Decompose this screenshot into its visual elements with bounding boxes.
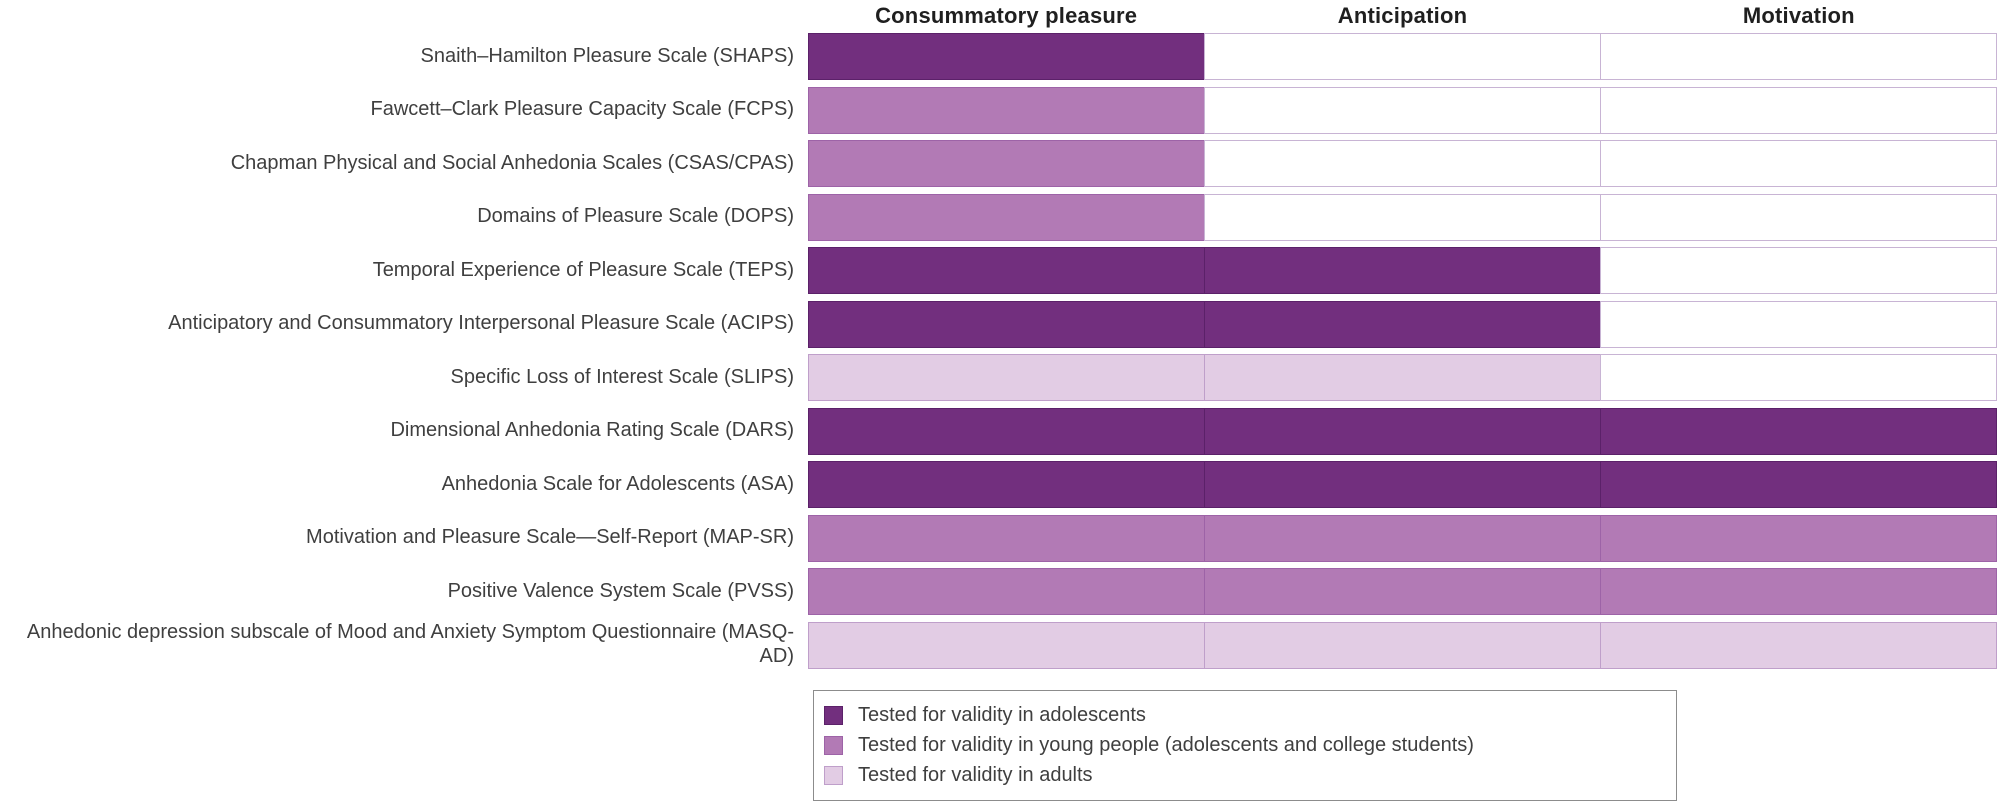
table-row: Chapman Physical and Social Anhedonia Sc… — [0, 140, 1997, 187]
matrix-cell-consummatory — [808, 33, 1206, 80]
column-header-motivation: Motivation — [1742, 3, 1855, 28]
row-label: Motivation and Pleasure Scale—Self-Repor… — [306, 526, 794, 549]
column-header-anticipation: Anticipation — [1337, 3, 1468, 28]
matrix-cell-consummatory — [808, 193, 1206, 241]
matrix-cell-consummatory — [808, 461, 1206, 508]
table-row: Fawcett–Clark Pleasure Capacity Scale (F… — [0, 86, 1997, 134]
row-track — [808, 300, 1997, 348]
legend-swatch-young-people-icon — [824, 736, 843, 755]
matrix-cell-consummatory — [808, 247, 1206, 294]
row-label: Anhedonic depression subscale of Mood an… — [26, 621, 794, 667]
table-row: Anhedonic depression subscale of Mood an… — [0, 621, 1997, 669]
matrix-cell-motivation — [1599, 300, 1997, 348]
legend-item-adolescents: Tested for validity in adolescents — [824, 704, 1676, 727]
table-row: Temporal Experience of Pleasure Scale (T… — [0, 247, 1997, 294]
table-row: Motivation and Pleasure Scale—Self-Repor… — [0, 514, 1997, 562]
table-row: Snaith–Hamilton Pleasure Scale (SHAPS) — [0, 33, 1997, 80]
matrix-cell-motivation — [1599, 33, 1997, 80]
row-track — [808, 354, 1997, 401]
row-track — [808, 514, 1997, 562]
matrix-cell-consummatory — [808, 354, 1206, 401]
table-row: Domains of Pleasure Scale (DOPS) — [0, 193, 1997, 241]
matrix-cell-anticipation — [1203, 86, 1602, 134]
matrix-cell-motivation — [1599, 407, 1997, 455]
matrix-cell-consummatory — [808, 300, 1206, 348]
matrix-cell-motivation — [1599, 514, 1997, 562]
matrix-cell-motivation — [1599, 86, 1997, 134]
table-row: Positive Valence System Scale (PVSS) — [0, 568, 1997, 615]
matrix-cell-anticipation — [1203, 514, 1602, 562]
matrix-cell-consummatory — [808, 514, 1206, 562]
matrix-cell-anticipation — [1203, 33, 1602, 80]
row-track — [808, 193, 1997, 241]
matrix-cell-anticipation — [1203, 621, 1602, 669]
row-label: Specific Loss of Interest Scale (SLIPS) — [450, 365, 795, 388]
legend-item-adults: Tested for validity in adults — [824, 764, 1676, 787]
matrix-cell-consummatory — [808, 407, 1206, 455]
matrix-cell-anticipation — [1203, 140, 1602, 187]
column-headers: Consummatory pleasure Anticipation Motiv… — [808, 3, 1997, 29]
matrix-cell-motivation — [1599, 193, 1997, 241]
row-label: Chapman Physical and Social Anhedonia Sc… — [230, 151, 794, 174]
matrix-cell-consummatory — [808, 621, 1206, 669]
matrix-cell-motivation — [1599, 568, 1997, 615]
row-label: Dimensional Anhedonia Rating Scale (DARS… — [390, 419, 794, 442]
row-label: Domains of Pleasure Scale (DOPS) — [477, 205, 794, 228]
matrix-cell-consummatory — [808, 568, 1206, 615]
matrix-cell-motivation — [1599, 461, 1997, 508]
legend: Tested for validity in adolescents Teste… — [813, 690, 1677, 801]
matrix-cell-anticipation — [1203, 568, 1602, 615]
row-label: Anhedonia Scale for Adolescents (ASA) — [441, 472, 794, 495]
matrix-rows: Snaith–Hamilton Pleasure Scale (SHAPS) Fa… — [0, 33, 1997, 669]
row-label: Snaith–Hamilton Pleasure Scale (SHAPS) — [420, 44, 794, 67]
row-track — [808, 33, 1997, 80]
row-track — [808, 247, 1997, 294]
table-row: Anhedonia Scale for Adolescents (ASA) — [0, 461, 1997, 508]
table-row: Anticipatory and Consummatory Interperso… — [0, 300, 1997, 348]
legend-item-label: Tested for validity in adults — [858, 764, 1093, 786]
row-track — [808, 621, 1997, 669]
matrix-cell-anticipation — [1203, 407, 1602, 455]
row-label: Anticipatory and Consummatory Interperso… — [168, 312, 794, 335]
column-header-consummatory-pleasure: Consummatory pleasure — [875, 3, 1138, 28]
legend-swatch-adolescents-icon — [824, 706, 843, 725]
legend-item-label: Tested for validity in young people (ado… — [858, 734, 1474, 756]
row-label: Temporal Experience of Pleasure Scale (T… — [372, 258, 794, 281]
legend-item-label: Tested for validity in adolescents — [858, 704, 1146, 726]
row-track — [808, 568, 1997, 615]
matrix-cell-motivation — [1599, 354, 1997, 401]
matrix-cell-anticipation — [1203, 193, 1602, 241]
legend-swatch-adults-icon — [824, 766, 843, 785]
table-row: Specific Loss of Interest Scale (SLIPS) — [0, 354, 1997, 401]
row-label: Fawcett–Clark Pleasure Capacity Scale (F… — [370, 98, 794, 121]
matrix-cell-anticipation — [1203, 461, 1602, 508]
matrix-cell-anticipation — [1203, 300, 1602, 348]
matrix-cell-motivation — [1599, 247, 1997, 294]
matrix-cell-anticipation — [1203, 354, 1602, 401]
matrix-cell-anticipation — [1203, 247, 1602, 294]
row-track — [808, 86, 1997, 134]
matrix-cell-consummatory — [808, 140, 1206, 187]
row-track — [808, 407, 1997, 455]
legend-item-young-people: Tested for validity in young people (ado… — [824, 734, 1676, 757]
matrix-cell-motivation — [1599, 621, 1997, 669]
row-label: Positive Valence System Scale (PVSS) — [447, 579, 794, 602]
matrix-cell-motivation — [1599, 140, 1997, 187]
row-track — [808, 461, 1997, 508]
matrix-cell-consummatory — [808, 86, 1206, 134]
row-track — [808, 140, 1997, 187]
table-row: Dimensional Anhedonia Rating Scale (DARS… — [0, 407, 1997, 455]
